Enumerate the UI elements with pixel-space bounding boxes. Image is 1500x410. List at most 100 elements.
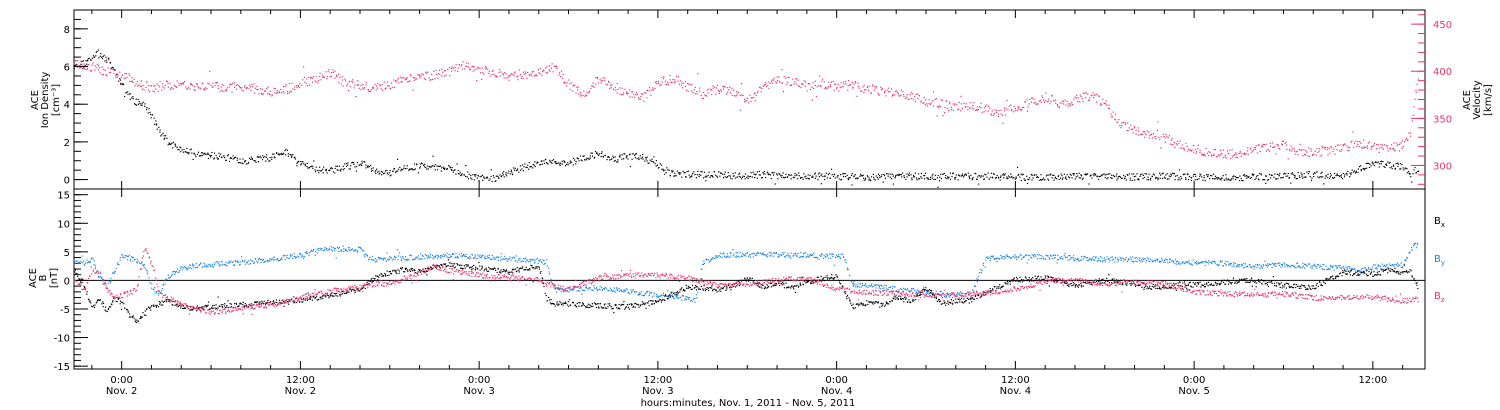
data-point <box>1265 175 1267 177</box>
data-point <box>446 252 448 254</box>
data-point <box>891 178 893 180</box>
data-point <box>276 92 278 95</box>
data-point <box>1358 145 1360 148</box>
data-point <box>917 98 919 100</box>
data-point <box>145 86 147 89</box>
data-point <box>655 165 657 167</box>
data-point <box>522 170 524 172</box>
data-point <box>576 290 578 292</box>
data-point <box>1260 173 1262 175</box>
data-point <box>1250 147 1252 149</box>
data-point <box>1335 175 1337 177</box>
data-point <box>1362 168 1364 170</box>
data-point <box>572 85 574 87</box>
data-point <box>320 170 322 172</box>
data-point <box>347 89 349 92</box>
data-point <box>483 257 485 259</box>
data-point <box>859 175 861 177</box>
data-point <box>1085 257 1088 259</box>
data-point <box>721 256 723 259</box>
data-point <box>231 84 233 86</box>
data-point <box>154 291 156 293</box>
data-point <box>179 146 181 148</box>
data-point <box>231 91 233 93</box>
data-point <box>946 107 948 110</box>
data-point <box>1305 264 1307 266</box>
data-point <box>616 288 618 290</box>
data-point <box>544 159 547 161</box>
data-point <box>484 66 486 68</box>
data-point <box>995 111 997 113</box>
data-point <box>1093 256 1095 258</box>
data-point <box>168 277 170 279</box>
data-point <box>734 172 736 174</box>
data-point <box>1005 114 1007 116</box>
data-point <box>223 155 225 157</box>
data-point <box>1136 261 1138 263</box>
data-point <box>83 67 85 69</box>
data-point <box>995 258 997 260</box>
data-point <box>97 49 99 51</box>
data-point <box>202 83 204 85</box>
data-point <box>382 258 384 260</box>
data-point <box>1073 259 1075 261</box>
data-point <box>712 176 714 178</box>
data-point <box>434 78 436 80</box>
data-point <box>1389 147 1391 149</box>
data-point <box>1149 260 1151 263</box>
data-point <box>695 177 697 179</box>
data-point <box>543 160 545 162</box>
data-point <box>669 295 671 297</box>
data-point <box>1082 101 1084 103</box>
data-point <box>314 80 316 82</box>
data-point <box>651 89 653 91</box>
data-point <box>441 255 443 257</box>
data-point <box>514 71 516 73</box>
data-point <box>315 166 317 168</box>
data-point <box>589 155 591 157</box>
data-point <box>642 158 644 160</box>
data-point <box>584 95 586 97</box>
data-point <box>668 297 670 299</box>
data-point <box>649 291 651 293</box>
data-point <box>1087 173 1089 175</box>
data-point <box>1376 148 1378 150</box>
data-point <box>340 250 342 253</box>
data-point <box>835 256 837 258</box>
data-point <box>1324 148 1326 150</box>
data-point <box>1244 152 1246 154</box>
data-point <box>185 151 187 153</box>
data-point <box>589 157 591 159</box>
data-point <box>569 162 571 164</box>
data-point <box>122 84 124 86</box>
data-point <box>415 257 417 259</box>
data-point <box>753 173 755 175</box>
data-point <box>727 87 729 89</box>
data-point <box>393 255 396 257</box>
data-point <box>1301 266 1303 268</box>
data-point <box>1409 173 1411 175</box>
data-point <box>214 262 216 264</box>
data-point <box>586 159 588 161</box>
data-point <box>800 256 802 258</box>
data-point <box>374 83 376 86</box>
data-point <box>605 83 607 85</box>
data-point <box>1354 172 1357 174</box>
data-point <box>258 156 260 158</box>
data-point <box>1319 264 1321 266</box>
data-point <box>1229 149 1231 151</box>
data-point <box>201 152 203 154</box>
data-point <box>655 160 657 162</box>
data-point <box>1343 267 1345 270</box>
data-point <box>1074 258 1076 260</box>
data-point <box>377 256 379 258</box>
data-point <box>842 85 844 87</box>
data-point <box>1276 173 1278 175</box>
data-point <box>459 173 461 175</box>
data-point <box>400 81 402 83</box>
data-point <box>1378 151 1380 153</box>
data-point <box>423 78 425 80</box>
data-point <box>1338 265 1340 267</box>
data-point <box>174 85 176 87</box>
data-point <box>1045 175 1048 177</box>
